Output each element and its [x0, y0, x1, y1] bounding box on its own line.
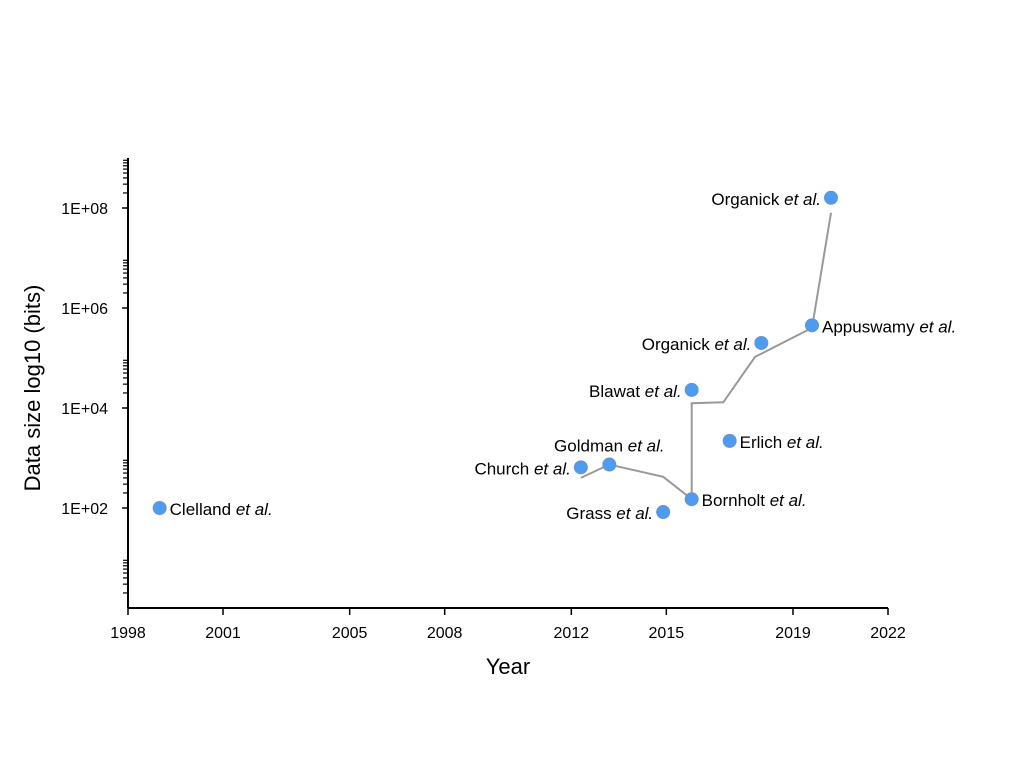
point-label-author: Church: [474, 459, 534, 478]
x-tick-label: 1998: [110, 625, 146, 642]
x-tick-label: 2019: [775, 625, 811, 642]
point-label-author: Appuswamy: [822, 317, 919, 336]
y-tick-label: 1E+08: [61, 201, 108, 218]
y-tick-label: 1E+06: [61, 301, 108, 318]
data-point: [152, 501, 167, 515]
point-label: Church et al.: [474, 459, 570, 478]
y-tick-label: 1E+04: [61, 401, 108, 418]
point-label: Goldman et al.: [554, 437, 665, 456]
point-label: Grass et al.: [566, 504, 653, 523]
point-label-author: Blawat: [589, 382, 645, 401]
data-point: [573, 460, 588, 475]
point-label-author: Goldman: [554, 437, 628, 456]
data-point: [754, 335, 769, 350]
y-tick-label: 1E+02: [61, 501, 108, 518]
trend-line: [580, 212, 832, 502]
point-label: Blawat et al.: [589, 382, 682, 401]
trend-line-group: [580, 212, 832, 502]
x-tick-label: 2012: [554, 625, 590, 642]
data-point: [722, 433, 737, 448]
point-label: Appuswamy et al.: [822, 317, 956, 336]
x-tick-label: 2008: [427, 625, 463, 642]
point-label: Erlich et al.: [740, 433, 824, 452]
data-point: [656, 505, 671, 520]
point-label-etal: et al.: [787, 433, 824, 452]
point-label-etal: et al.: [616, 504, 653, 523]
point-label-etal: et al.: [236, 500, 273, 519]
points-group: Clelland et al.Church et al.Goldman et a…: [152, 190, 956, 523]
y-axis-title: Data size log10 (bits): [20, 285, 45, 492]
data-point: [824, 190, 838, 205]
x-tick-label: 2001: [205, 625, 241, 642]
point-label-author: Organick: [642, 335, 715, 354]
point-label-etal: et al.: [770, 491, 807, 510]
point-label-author: Bornholt: [702, 491, 770, 510]
point-label: Organick et al.: [642, 335, 752, 354]
x-axis-title: Year: [486, 654, 530, 679]
point-label: Clelland et al.: [170, 500, 273, 519]
point-label-etal: et al.: [534, 459, 571, 478]
point-label-etal: et al.: [919, 317, 956, 336]
x-tick-label: 2015: [649, 625, 685, 642]
data-point: [805, 318, 819, 333]
point-label-author: Clelland: [170, 500, 236, 519]
point-label-etal: et al.: [645, 382, 682, 401]
point-label-author: Grass: [566, 504, 616, 523]
x-tick-label: 2005: [332, 625, 368, 642]
point-label-author: Organick: [711, 190, 784, 209]
x-tick-label: 2022: [870, 625, 906, 642]
point-label: Organick et al.: [711, 190, 821, 209]
point-label-etal: et al.: [784, 190, 821, 209]
data-point: [684, 382, 699, 397]
point-label: Bornholt et al.: [702, 491, 807, 510]
data-point: [602, 457, 617, 472]
data-point: [684, 492, 699, 507]
point-label-author: Erlich: [740, 433, 787, 452]
point-label-etal: et al.: [714, 335, 751, 354]
axes: 1998 2001 2005 2008 2012 2015 2019 2022 1E+02 1E+…: [61, 158, 906, 642]
point-label-etal: et al.: [628, 437, 665, 456]
